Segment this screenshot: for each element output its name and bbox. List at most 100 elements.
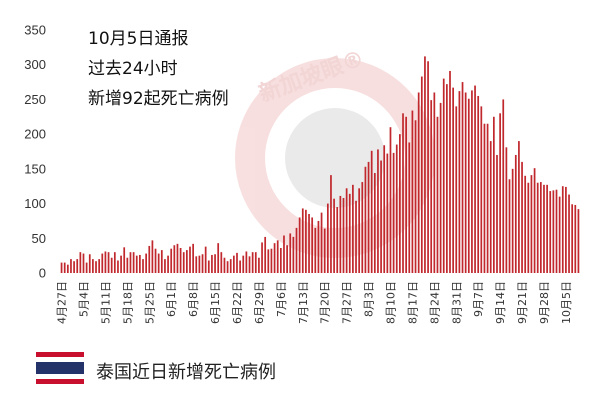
bar — [70, 259, 72, 273]
bar — [207, 260, 210, 273]
bar — [417, 92, 420, 274]
bar — [430, 100, 433, 274]
bar — [386, 153, 389, 273]
bar — [367, 161, 370, 273]
bar — [95, 261, 97, 273]
bar — [377, 149, 379, 273]
bar — [117, 260, 119, 273]
bar — [204, 246, 207, 273]
bar — [142, 259, 144, 273]
chart-title-line-3: 新增92起死亡病例 — [88, 89, 229, 109]
bar — [555, 189, 558, 273]
bar — [305, 209, 307, 273]
bar — [480, 106, 483, 274]
bar — [521, 161, 523, 273]
bar — [63, 262, 66, 273]
bar — [483, 123, 486, 273]
bar — [301, 208, 304, 273]
bar — [173, 245, 176, 273]
bar — [565, 186, 567, 273]
bar — [73, 261, 75, 273]
bar — [323, 228, 326, 273]
bar — [214, 254, 216, 273]
bar — [267, 249, 270, 273]
bar — [339, 195, 342, 273]
bar — [139, 254, 141, 273]
bar — [389, 127, 392, 273]
bar — [85, 262, 88, 273]
bar — [317, 220, 320, 273]
bar — [164, 259, 166, 273]
bar — [499, 113, 501, 273]
x-tick-label: 9月7日 — [472, 281, 485, 317]
bar — [574, 204, 577, 273]
x-tick-label: 5月4日 — [77, 281, 90, 317]
bar — [167, 255, 169, 273]
bar — [455, 106, 458, 274]
bar — [524, 175, 527, 273]
bar — [505, 147, 508, 273]
bar — [549, 191, 552, 273]
bar — [527, 182, 530, 273]
bar — [449, 70, 451, 274]
bar — [88, 254, 91, 273]
chart-caption: 泰国近日新增死亡病例 — [96, 362, 276, 383]
bar — [424, 56, 426, 273]
bar — [76, 259, 79, 273]
bar — [326, 203, 329, 273]
bar — [311, 217, 314, 273]
x-tick-label: 7月27日 — [341, 281, 354, 324]
bar — [508, 179, 511, 273]
x-tick-label: 9月28日 — [538, 281, 551, 324]
bar — [461, 82, 464, 273]
bar — [552, 190, 555, 273]
bar — [98, 259, 101, 273]
bar — [414, 120, 417, 273]
bar — [496, 154, 498, 273]
bar — [383, 145, 386, 273]
bar — [220, 252, 223, 273]
x-tick-label: 7月13日 — [297, 281, 310, 324]
bar — [176, 243, 179, 273]
y-axis: 0 50 100 150 200 250 300 350 — [24, 23, 46, 281]
bar — [283, 235, 285, 273]
bar — [370, 150, 373, 273]
x-tick-label: 5月18日 — [121, 281, 134, 324]
bar — [179, 248, 182, 273]
bar — [486, 123, 489, 273]
bar — [101, 253, 104, 273]
x-tick-label: 8月31日 — [450, 281, 463, 324]
watermark: 新加坡眼® — [235, 45, 435, 258]
bar — [408, 142, 411, 273]
watermark-ring — [235, 58, 435, 258]
bar — [352, 184, 354, 273]
y-tick-label: 50 — [32, 231, 46, 246]
bar — [132, 252, 135, 273]
bar — [543, 184, 545, 273]
watermark-disc — [285, 108, 385, 208]
bar — [232, 255, 235, 273]
bar — [355, 200, 357, 273]
bar — [211, 254, 213, 273]
x-axis: 4月27日 5月4日 5月11日 5月18日 5月25日 6月1日 6月8日 6月15日 6月2… — [56, 281, 573, 324]
bar — [358, 188, 361, 273]
bar — [170, 248, 173, 273]
x-tick-label: 7月6日 — [275, 281, 288, 317]
bar — [192, 243, 194, 273]
bar — [198, 255, 201, 273]
bar — [348, 193, 351, 273]
x-tick-label: 6月29日 — [253, 281, 266, 324]
bar — [333, 198, 335, 273]
bar — [361, 182, 364, 273]
chart-title-line-2: 过去24小时 — [88, 59, 178, 79]
x-tick-label: 10月5日 — [560, 281, 573, 324]
bar — [402, 113, 404, 273]
bar — [258, 257, 260, 273]
y-tick-label: 350 — [24, 23, 46, 38]
bar — [145, 253, 147, 273]
bar — [229, 259, 232, 273]
bar — [251, 252, 254, 273]
x-tick-label: 8月3日 — [363, 281, 376, 317]
chart: 新加坡眼® 0 50 100 150 200 250 300 350 4月27日 5月4日 5月1… — [24, 23, 580, 324]
bar — [518, 141, 520, 273]
